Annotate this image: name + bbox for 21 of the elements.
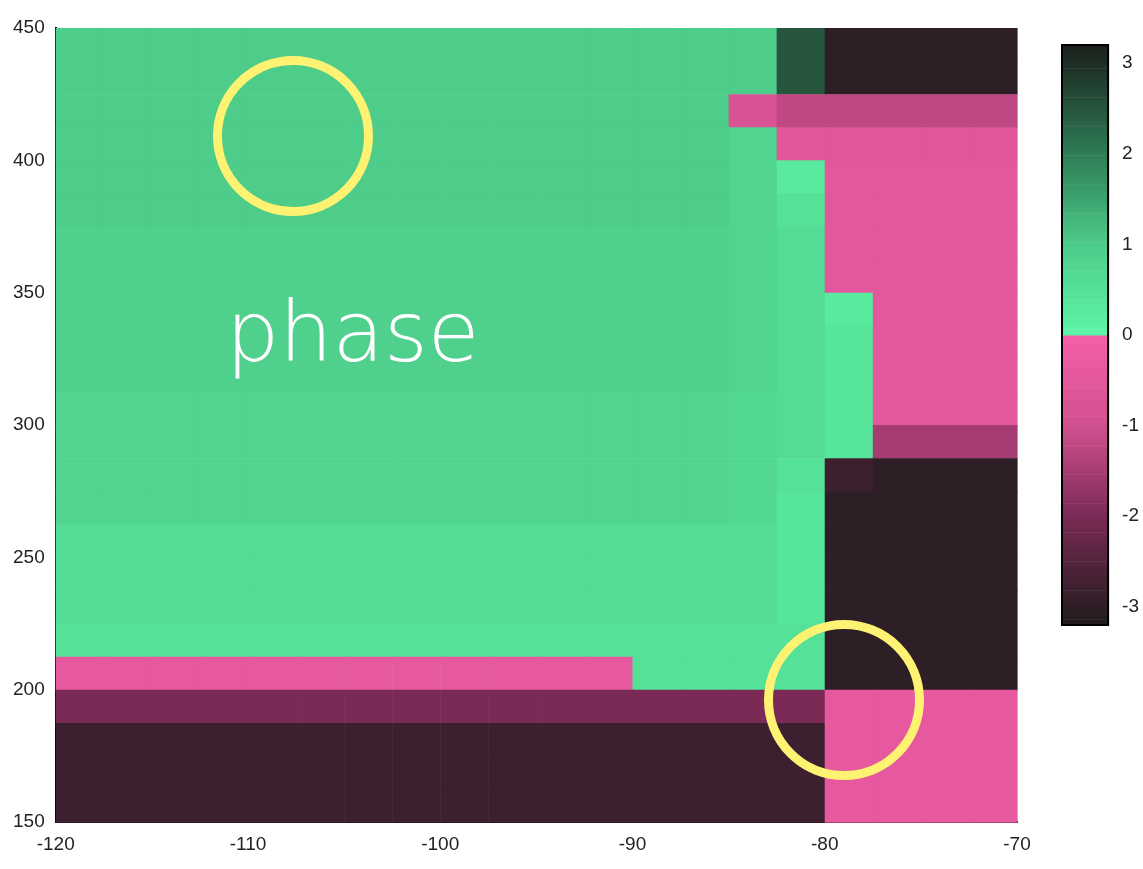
x-tick-label: -100 (421, 832, 460, 854)
x-tick-label: -70 (1003, 832, 1031, 854)
color-bar-label: -1 (1122, 413, 1140, 435)
y-tick-label: 450 (13, 16, 45, 38)
x-tick-label: -110 (229, 832, 267, 854)
color-bar-label: 3 (1122, 51, 1133, 73)
y-tick-label: 150 (13, 810, 45, 832)
color-bar-label: 0 (1122, 323, 1133, 345)
annotation: phase (226, 283, 480, 381)
x-tick-label: -80 (811, 832, 839, 854)
color-bar-label: 2 (1122, 141, 1133, 163)
y-tick-label: 300 (13, 413, 45, 435)
x-tick-label: -90 (618, 832, 647, 854)
y-tick-label: 400 (13, 148, 45, 170)
color-bar-label: -3 (1122, 595, 1140, 617)
color-bar-label: 1 (1122, 232, 1133, 254)
x-tick-label: -120 (36, 832, 75, 854)
color-bar-label: -2 (1122, 504, 1140, 526)
y-tick-label: 250 (13, 545, 45, 567)
y-tick-label: 350 (13, 280, 45, 302)
y-tick-label: 200 (13, 678, 45, 700)
